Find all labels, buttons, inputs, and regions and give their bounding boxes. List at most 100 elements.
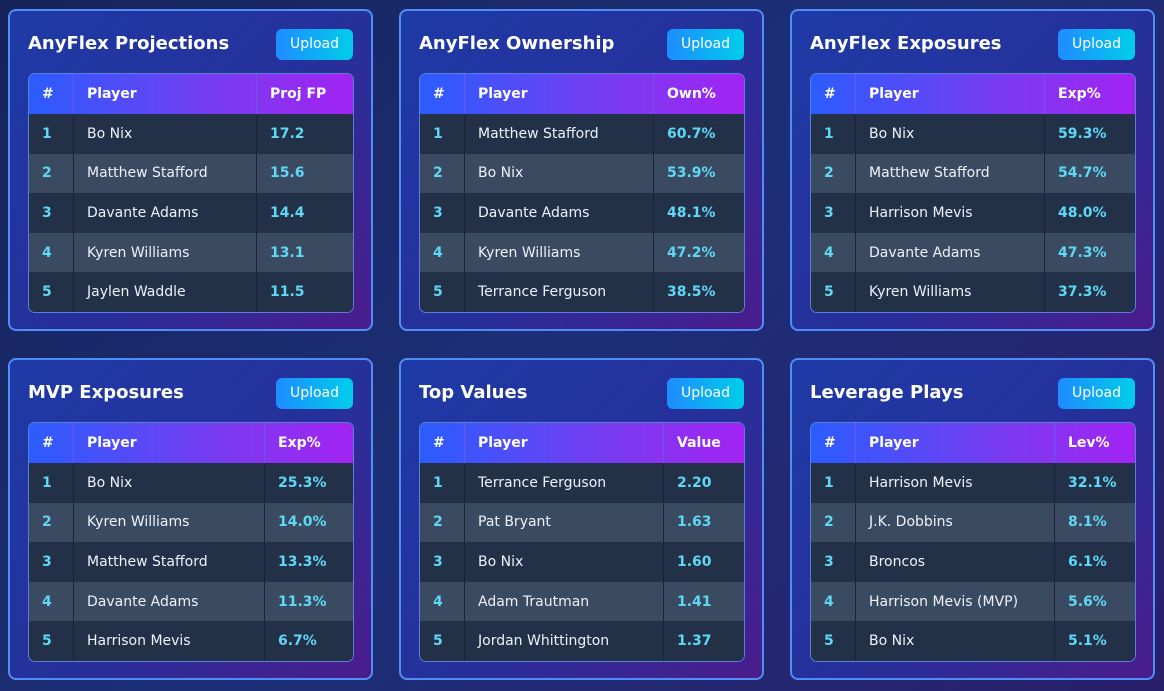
card: Top Values Upload # Player Value 1 Terrance Fe… [399, 358, 764, 680]
rank: 5 [29, 272, 74, 312]
table-row: 3 Davante Adams 48.1% [420, 193, 744, 233]
table-row: 1 Terrance Ferguson 2.20 [420, 463, 744, 503]
rank: 5 [420, 272, 465, 312]
upload-button[interactable]: Upload [1058, 29, 1135, 60]
stat-value: 1.63 [677, 514, 712, 531]
player-name: Harrison Mevis [856, 463, 1055, 503]
rank: 2 [811, 502, 856, 543]
column-header: # [811, 423, 856, 463]
table-row: 1 Harrison Mevis 32.1% [811, 463, 1135, 503]
column-header: Exp% [1058, 86, 1101, 102]
stat-value: 54.7% [1058, 165, 1107, 182]
player-name: Bo Nix [465, 153, 654, 194]
rank: 1 [420, 463, 465, 503]
column-header: Player [465, 74, 654, 114]
column-header: Player [856, 423, 1055, 463]
stat-value: 8.1% [1068, 514, 1107, 531]
card: MVP Exposures Upload # Player Exp% 1 Bo Nix 25.… [8, 358, 373, 680]
rank: 3 [420, 542, 465, 582]
player-name: Kyren Williams [74, 502, 265, 543]
upload-button[interactable]: Upload [667, 29, 744, 60]
player-name: Matthew Stafford [74, 542, 265, 582]
table-body: 1 Bo Nix 59.3% 2 Matthew Stafford 54.7% 3 Harri… [811, 114, 1135, 312]
column-header: # [420, 423, 465, 463]
player-name: Matthew Stafford [856, 153, 1045, 194]
table-row: 5 Harrison Mevis 6.7% [29, 621, 353, 661]
card: AnyFlex Projections Upload # Player Proj FP 1… [8, 9, 373, 331]
table-row: 5 Jordan Whittington 1.37 [420, 621, 744, 661]
card: AnyFlex Exposures Upload # Player Exp% 1 Bo Ni… [790, 9, 1155, 331]
player-name: J.K. Dobbins [856, 502, 1055, 543]
table-row: 4 Adam Trautman 1.41 [420, 581, 744, 622]
upload-button[interactable]: Upload [667, 378, 744, 409]
stat-value: 47.2% [667, 244, 716, 261]
rank: 5 [811, 272, 856, 312]
stat-value: 14.0% [278, 514, 327, 531]
rank: 4 [420, 581, 465, 622]
table-head: # Player Proj FP [29, 74, 353, 114]
table-row: 3 Broncos 6.1% [811, 542, 1135, 582]
player-name: Bo Nix [856, 621, 1055, 661]
player-name: Terrance Ferguson [465, 272, 654, 312]
table-row: 1 Matthew Stafford 60.7% [420, 114, 744, 154]
player-name: Bo Nix [74, 463, 265, 503]
player-name: Davante Adams [74, 581, 265, 622]
table-row: 3 Bo Nix 1.60 [420, 542, 744, 582]
upload-button[interactable]: Upload [276, 29, 353, 60]
table-body: 1 Terrance Ferguson 2.20 2 Pat Bryant 1.63 3 Bo… [420, 463, 744, 661]
stat-value: 5.6% [1068, 593, 1107, 610]
table-head: # Player Lev% [811, 423, 1135, 463]
player-name: Harrison Mevis [74, 621, 265, 661]
header-row: # Player Lev% [811, 423, 1135, 463]
upload-button[interactable]: Upload [1058, 378, 1135, 409]
column-header: # [29, 74, 74, 114]
rank: 5 [420, 621, 465, 661]
column-header: # [420, 74, 465, 114]
player-name: Terrance Ferguson [465, 463, 664, 503]
header-row: # Player Exp% [811, 74, 1135, 114]
rank: 1 [29, 114, 74, 154]
player-name: Kyren Williams [856, 272, 1045, 312]
player-name: Bo Nix [74, 114, 257, 154]
table-body: 1 Matthew Stafford 60.7% 2 Bo Nix 53.9% 3 Davan… [420, 114, 744, 312]
rank: 3 [420, 193, 465, 233]
rank: 2 [29, 153, 74, 194]
column-header: Player [465, 423, 664, 463]
data-table: # Player Own% 1 Matthew Stafford 60.7% 2 Bo Nix… [419, 73, 745, 313]
data-table: # Player Lev% 1 Harrison Mevis 32.1% 2 J.K. Dob… [810, 422, 1136, 662]
upload-button[interactable]: Upload [276, 378, 353, 409]
table-row: 2 Bo Nix 53.9% [420, 153, 744, 194]
player-name: Bo Nix [465, 542, 664, 582]
rank: 1 [811, 114, 856, 154]
stat-value: 48.0% [1058, 204, 1107, 221]
stat-value: 5.1% [1068, 633, 1107, 650]
rank: 3 [29, 542, 74, 582]
player-name: Pat Bryant [465, 502, 664, 543]
card-title: MVP Exposures [28, 382, 184, 403]
rank: 3 [29, 193, 74, 233]
stat-value: 14.4 [270, 204, 305, 221]
rank: 2 [420, 502, 465, 543]
player-name: Broncos [856, 542, 1055, 582]
data-table: # Player Value 1 Terrance Ferguson 2.20 2 Pat B… [419, 422, 745, 662]
stat-value: 53.9% [667, 165, 716, 182]
player-name: Kyren Williams [74, 232, 257, 273]
table-head: # Player Value [420, 423, 744, 463]
stat-value: 6.7% [278, 633, 317, 650]
column-header: Player [74, 423, 265, 463]
table-head: # Player Exp% [811, 74, 1135, 114]
stat-value: 38.5% [667, 284, 716, 301]
player-name: Harrison Mevis [856, 193, 1045, 233]
table-body: 1 Harrison Mevis 32.1% 2 J.K. Dobbins 8.1% 3 Br… [811, 463, 1135, 661]
stat-value: 11.5 [270, 284, 305, 301]
rank: 4 [420, 232, 465, 273]
column-header: Player [74, 74, 257, 114]
rank: 2 [811, 153, 856, 194]
table-row: 3 Harrison Mevis 48.0% [811, 193, 1135, 233]
player-name: Matthew Stafford [465, 114, 654, 154]
table-row: 5 Terrance Ferguson 38.5% [420, 272, 744, 312]
stat-value: 60.7% [667, 125, 716, 142]
table-row: 1 Bo Nix 17.2 [29, 114, 353, 154]
